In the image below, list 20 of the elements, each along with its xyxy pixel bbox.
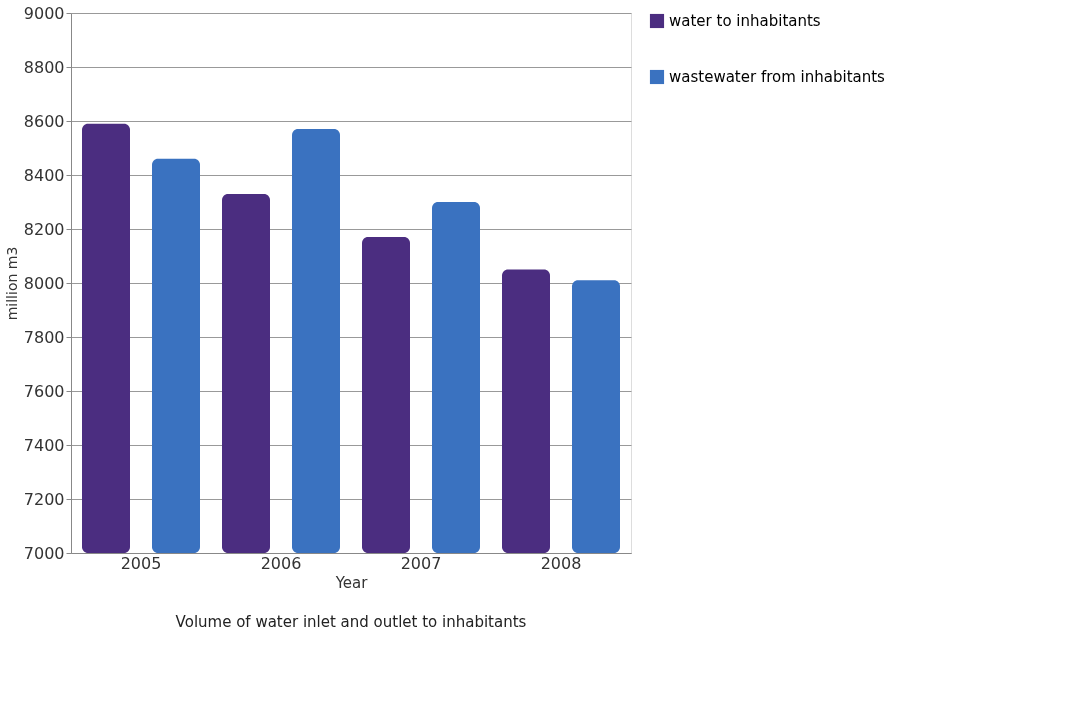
x-tick-label: 2007 xyxy=(400,553,442,573)
x-tick-label: 2005 xyxy=(120,553,162,573)
y-tick-label: 8400 xyxy=(23,165,65,185)
x-axis-title: Year xyxy=(334,573,369,592)
y-tick-label: 8800 xyxy=(23,57,65,77)
y-tick-label: 8600 xyxy=(23,111,65,131)
y-tick-label: 9000 xyxy=(23,3,65,23)
y-tick-label: 7000 xyxy=(23,543,65,563)
y-tick-label: 8000 xyxy=(23,273,65,293)
x-tick-label: 2008 xyxy=(540,553,582,573)
legend-label: water to inhabitants xyxy=(669,12,821,30)
y-tick-label: 7800 xyxy=(23,327,65,347)
y-tick-label: 8200 xyxy=(23,219,65,239)
y-tick-label: 7200 xyxy=(23,489,65,509)
text: Volume of water inlet and outlet to inhabitants xyxy=(175,613,527,631)
x-tick-label: 2006 xyxy=(260,553,302,573)
legend-label: wastewater from inhabitants xyxy=(669,68,886,86)
y-tick-label: 7600 xyxy=(23,381,65,401)
y-tick-label: 7400 xyxy=(23,435,65,455)
y-axis-title: million m3 xyxy=(3,246,20,321)
